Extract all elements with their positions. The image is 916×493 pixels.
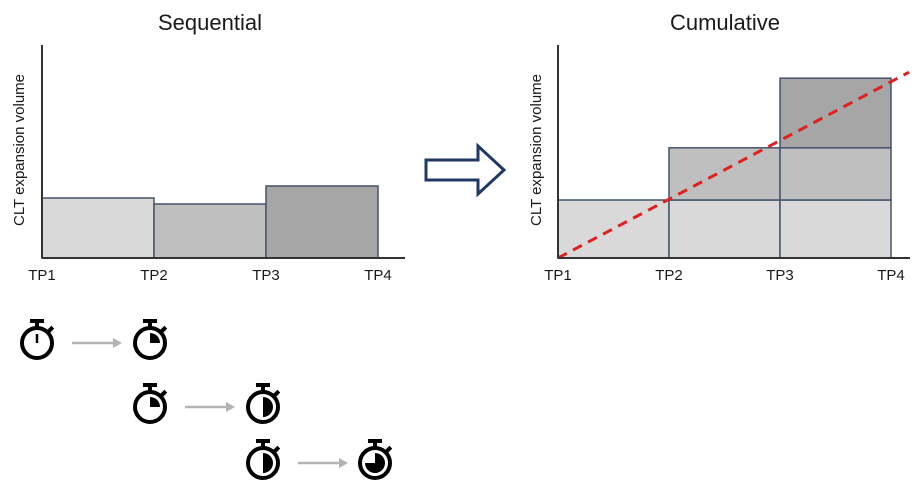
sequential-ticks: TP1 TP2 TP3 TP4: [28, 267, 392, 284]
sequential-tick-tp2: TP2: [140, 267, 168, 284]
sequential-bar-1: [41, 197, 155, 259]
cumulative-tick-tp3: TP3: [766, 267, 794, 284]
sequential-bar-3: [265, 185, 379, 259]
sequential-axes: [41, 45, 405, 259]
trend-line: [557, 70, 910, 260]
timer-row2-end-icon: [246, 383, 281, 424]
timer-row2-arrow-icon: [185, 402, 235, 412]
timer-row1-end-icon: [133, 319, 168, 360]
cumulative-bar-2-segment-1: [668, 199, 781, 259]
cumulative-y-label: CLT expansion volume: [528, 74, 545, 226]
timer-row3-arrow-icon: [298, 458, 348, 468]
cumulative-tick-tp4: TP4: [877, 267, 905, 284]
cumulative-bar-3-segment-1: [779, 199, 892, 259]
sequential-y-label: CLT expansion volume: [11, 74, 28, 226]
sequential-tick-tp3: TP3: [252, 267, 280, 284]
sequential-title: Sequential: [158, 10, 262, 35]
cumulative-bar-3-segment-2: [779, 147, 892, 201]
timer-row3-end-icon: [358, 439, 393, 480]
timer-row3-start-icon: [246, 439, 281, 480]
cumulative-tick-tp1: TP1: [544, 267, 572, 284]
cumulative-title: Cumulative: [670, 10, 780, 35]
sequential-tick-tp1: TP1: [28, 267, 56, 284]
transform-arrow-icon: [424, 142, 507, 198]
cumulative-tick-tp2: TP2: [655, 267, 683, 284]
cumulative-ticks: TP1 TP2 TP3 TP4: [544, 267, 905, 284]
cumulative-bars: [557, 77, 892, 259]
sequential-bar-2: [153, 203, 267, 259]
cumulative-bar-3-segment-3: [779, 77, 892, 149]
cumulative-bar-2-segment-2: [668, 147, 781, 201]
timer-row1-arrow-icon: [72, 338, 122, 348]
timer-diagram: [20, 319, 393, 480]
timer-row1-start-icon: [20, 319, 55, 360]
cumulative-trend: [557, 70, 910, 260]
sequential-tick-tp4: TP4: [364, 267, 392, 284]
sequential-bars: [41, 185, 379, 259]
cumulative-axes: [557, 45, 910, 259]
timer-row2-start-icon: [133, 383, 168, 424]
